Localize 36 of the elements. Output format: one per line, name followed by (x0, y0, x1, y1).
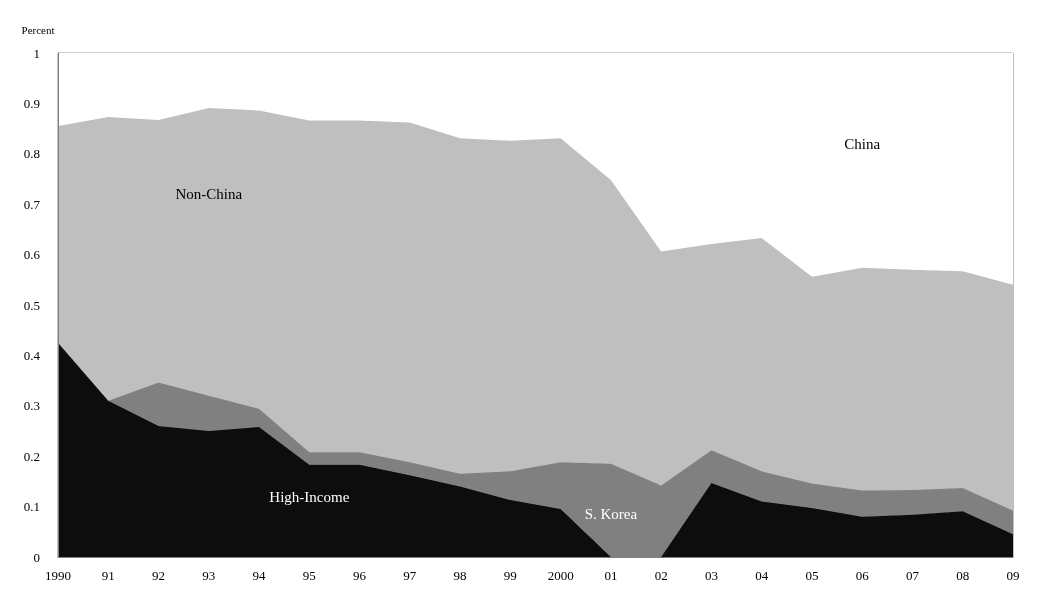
x-tick-label: 09 (1006, 568, 1020, 583)
x-tick-label: 03 (704, 568, 718, 583)
x-tick-label: 07 (905, 568, 920, 583)
x-tick-label: 97 (403, 568, 417, 583)
x-tick-label: 05 (805, 568, 819, 583)
x-tick-label: 91 (101, 568, 115, 583)
x-tick-label: 95 (302, 568, 316, 583)
y-axis-title: Percent (21, 23, 55, 36)
x-tick-label: 06 (855, 568, 870, 583)
y-tick-label: 0.9 (23, 95, 40, 111)
x-tick-label: 99 (503, 568, 517, 583)
x-tick-label: 04 (755, 568, 769, 583)
x-tick-label: 08 (956, 568, 970, 583)
y-tick-label: 0.3 (23, 398, 40, 414)
x-tick-label: 98 (453, 568, 467, 583)
y-tick-label: 0.1 (23, 499, 40, 515)
y-tick-label: 0.5 (23, 297, 40, 313)
x-tick-label: 1990 (45, 568, 71, 583)
y-tick-label: 0.4 (23, 347, 41, 363)
x-tick-label: 94 (252, 568, 267, 583)
x-tick-label: 93 (202, 568, 216, 583)
series-label: Non-China (175, 186, 243, 203)
x-tick-label: 2000 (547, 568, 574, 583)
y-tick-label: 0.8 (23, 146, 40, 162)
x-tick-label: 01 (604, 568, 618, 583)
x-tick-label: 92 (152, 568, 166, 583)
x-tick-label: 02 (654, 568, 668, 583)
series-label: High-Income (269, 488, 350, 505)
series-label: China (844, 135, 881, 152)
x-tick-label: 96 (353, 568, 367, 583)
y-tick-label: 0.6 (23, 247, 41, 263)
y-tick-label: 0 (33, 549, 40, 565)
y-tick-label: 0.2 (23, 448, 40, 464)
series-label: S. Korea (584, 506, 638, 523)
y-tick-label: 0.7 (23, 196, 41, 212)
y-tick-label: 1 (33, 45, 40, 61)
